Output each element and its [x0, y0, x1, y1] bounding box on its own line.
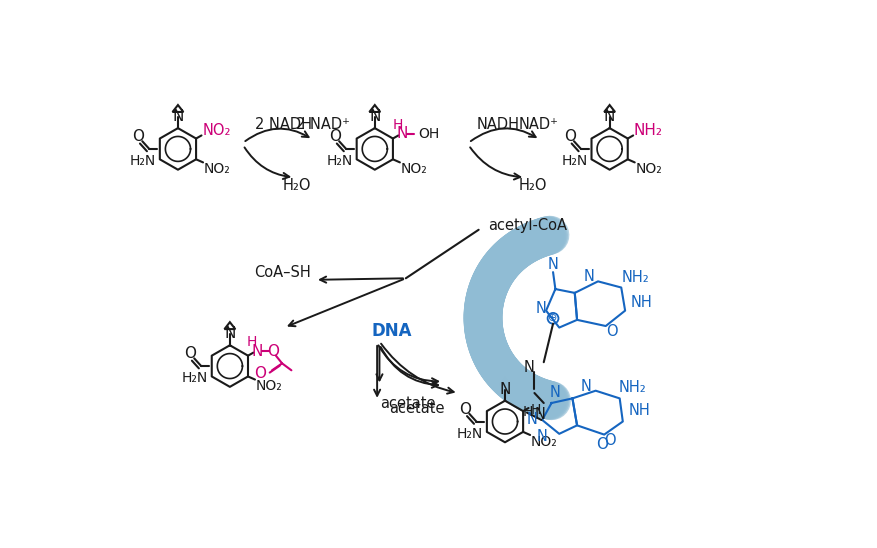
Text: DNA: DNA — [371, 322, 411, 340]
Text: NO₂: NO₂ — [400, 162, 427, 176]
Text: H: H — [246, 335, 257, 349]
Text: H₂N: H₂N — [326, 154, 353, 168]
Text: NH: NH — [628, 403, 650, 418]
Text: N: N — [536, 430, 547, 444]
Text: NH₂: NH₂ — [633, 123, 662, 138]
Text: NO₂: NO₂ — [635, 162, 661, 176]
Text: 2 NAD⁺: 2 NAD⁺ — [296, 117, 349, 132]
Text: CoA–SH: CoA–SH — [254, 265, 310, 279]
Text: N: N — [523, 360, 534, 375]
Text: N: N — [603, 109, 615, 124]
Text: acetyl-CoA: acetyl-CoA — [488, 219, 567, 233]
Text: H: H — [530, 403, 540, 416]
Text: H₂N: H₂N — [182, 372, 208, 385]
Text: acetate: acetate — [389, 401, 444, 416]
Text: N: N — [252, 344, 263, 358]
Text: H₂O: H₂O — [518, 179, 546, 193]
Text: NAD⁺: NAD⁺ — [517, 117, 558, 132]
Text: NH₂: NH₂ — [621, 270, 648, 285]
Text: OH: OH — [418, 127, 439, 141]
Text: N: N — [580, 379, 590, 393]
Text: 2 NADH: 2 NADH — [255, 117, 312, 132]
Text: N: N — [368, 109, 380, 124]
Text: H₂N: H₂N — [457, 427, 482, 441]
Text: H: H — [523, 406, 533, 419]
Text: N: N — [224, 326, 235, 341]
Text: N: N — [534, 408, 545, 423]
Text: NO₂: NO₂ — [531, 435, 557, 449]
Text: NO₂: NO₂ — [202, 123, 231, 138]
Text: NO₂: NO₂ — [255, 379, 282, 393]
Text: acetate: acetate — [380, 396, 435, 410]
Text: O: O — [132, 129, 144, 144]
Text: NO₂: NO₂ — [203, 162, 231, 176]
Text: H₂O: H₂O — [282, 179, 311, 193]
Text: N: N — [526, 413, 537, 427]
Text: N: N — [549, 385, 560, 399]
Text: O: O — [267, 344, 279, 358]
Text: NADH: NADH — [476, 117, 519, 132]
Text: NH₂: NH₂ — [617, 380, 645, 395]
Text: H₂N: H₂N — [561, 154, 588, 168]
Text: N: N — [535, 301, 545, 316]
Text: N: N — [582, 269, 594, 284]
Text: ⊕: ⊕ — [548, 313, 557, 323]
Text: O: O — [459, 402, 471, 416]
Text: NH: NH — [630, 295, 652, 310]
Text: H: H — [392, 118, 403, 132]
Text: N: N — [396, 127, 408, 141]
Text: O: O — [563, 129, 575, 144]
Text: O: O — [595, 437, 607, 452]
Text: O: O — [254, 366, 267, 381]
Text: O: O — [603, 433, 615, 448]
Text: O: O — [184, 346, 196, 361]
Text: H₂N: H₂N — [130, 154, 156, 168]
Text: N: N — [547, 257, 558, 272]
Text: O: O — [605, 324, 617, 339]
Text: N: N — [499, 381, 510, 397]
Text: N: N — [172, 109, 183, 124]
Text: O: O — [329, 129, 341, 144]
